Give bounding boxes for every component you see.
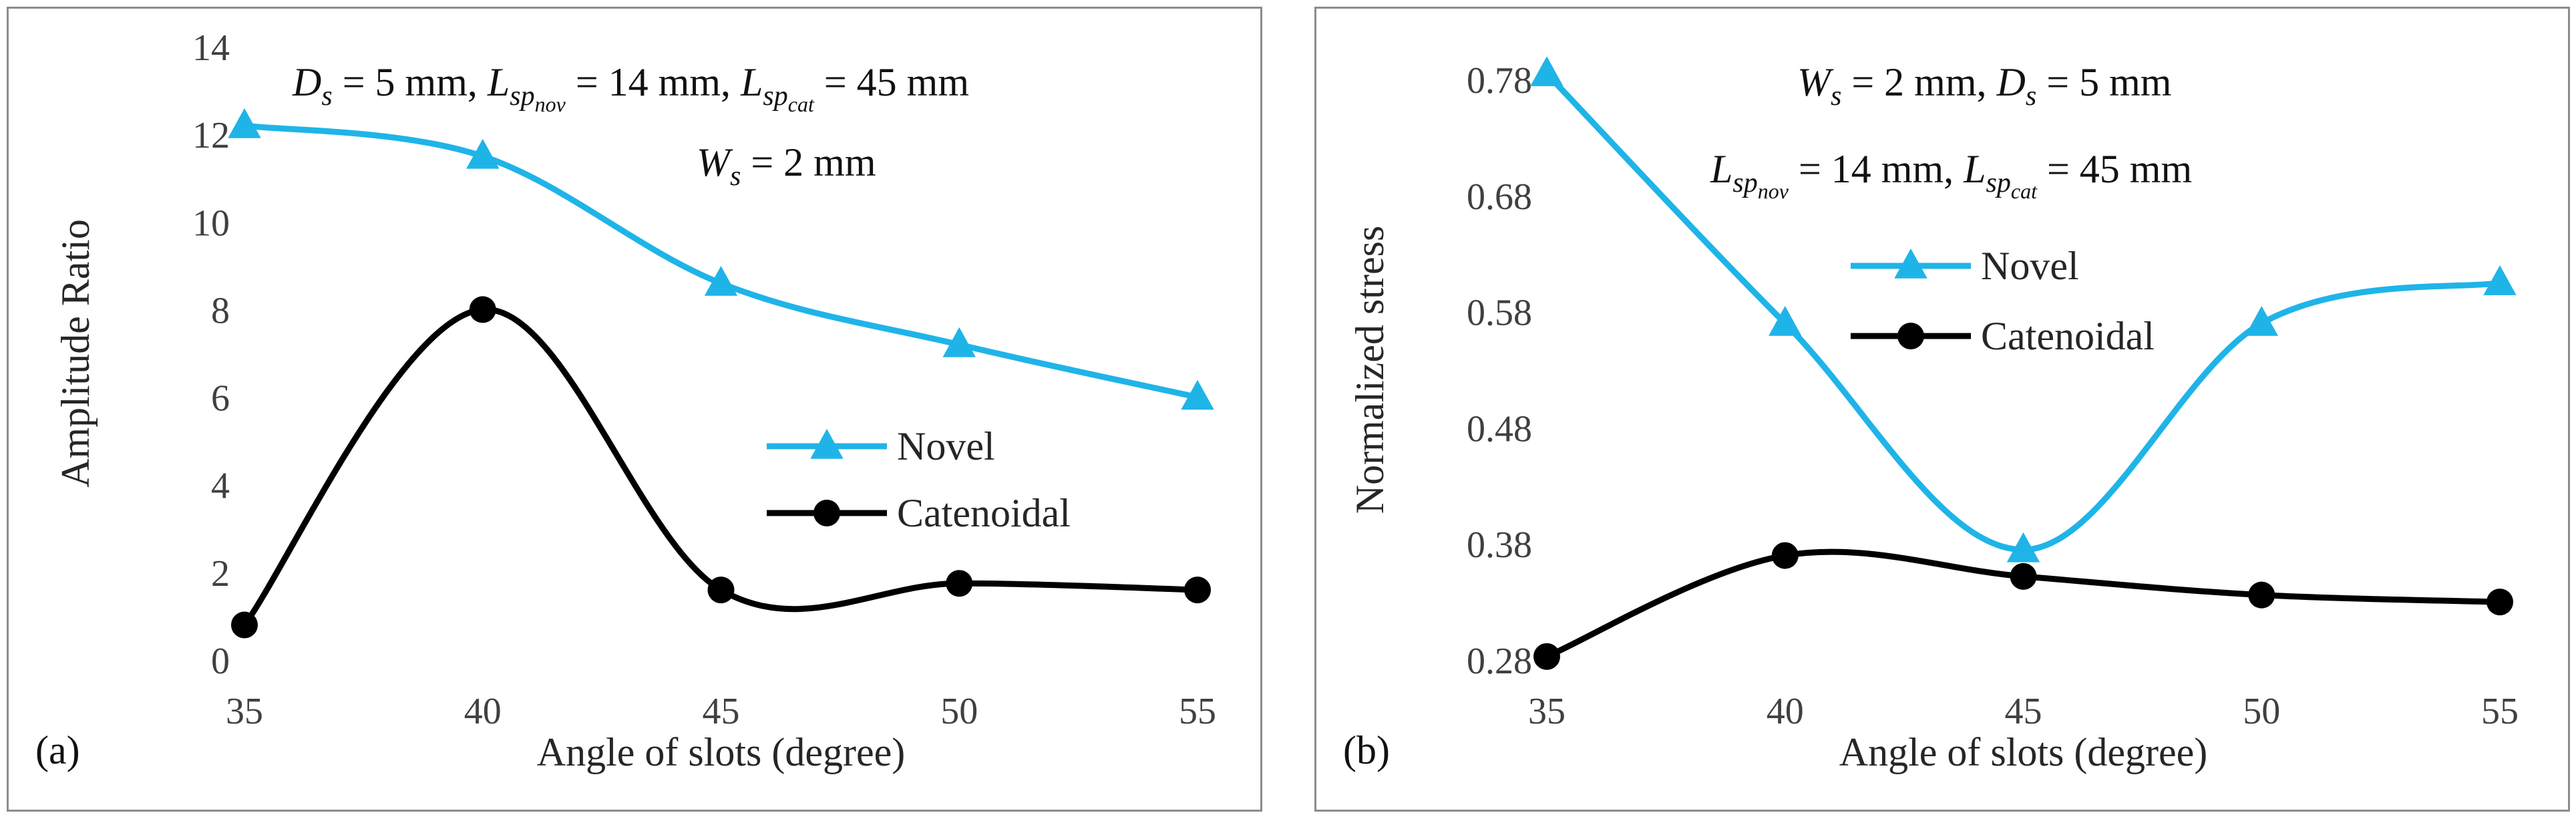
chart-b-series: [1530, 56, 2517, 670]
data-point-novel: [1181, 379, 1214, 410]
data-point-novel: [2245, 305, 2278, 336]
y-tick-label: 0.38: [1467, 524, 1532, 566]
series-line-catenoidal: [241, 306, 1201, 629]
data-point-catenoidal: [2010, 562, 2037, 590]
legend-novel-marker: [810, 429, 844, 459]
chart-panel-a: 0 2 4 6 8 10 12 14 35 40 45 50 55 Novel Catenoidal D…: [7, 7, 1262, 812]
data-point-catenoidal: [2487, 589, 2513, 616]
chart-b-svg: 0.28 0.38 0.48 0.58 0.68 0.78 35 40 45 50 55 Novel…: [1343, 56, 2519, 774]
data-point-novel: [2483, 265, 2517, 295]
y-tick-label: 6: [211, 378, 230, 420]
x-tick-label: 45: [703, 691, 740, 732]
panel-label: (b): [1343, 728, 1390, 772]
annotation-a-line2: Ws = 2 mm: [697, 140, 876, 192]
y-axis-title: Amplitude Ratio: [53, 219, 98, 488]
legend-catenoidal-marker: [813, 500, 840, 526]
y-tick-label: 12: [192, 115, 230, 156]
chart-a-svg: 0 2 4 6 8 10 12 14 35 40 45 50 55 Novel Catenoidal D…: [35, 27, 1216, 774]
chart-a-legend: Novel Catenoidal: [767, 424, 1071, 535]
x-tick-label: 35: [1528, 691, 1566, 732]
data-point-novel: [704, 266, 738, 296]
data-point-novel: [1530, 56, 1563, 87]
x-tick-label: 45: [2005, 691, 2042, 732]
x-tick-label: 55: [1179, 691, 1216, 732]
chart-a-axes: 0 2 4 6 8 10 12 14 35 40 45 50 55: [192, 27, 1216, 732]
data-point-novel: [2006, 532, 2040, 562]
y-tick-label: 14: [192, 27, 230, 69]
y-axis-title: Normalized stress: [1348, 226, 1392, 514]
y-tick-label: 4: [211, 466, 230, 507]
chart-b-legend: Novel Catenoidal: [1851, 244, 2155, 358]
legend-novel-label: Novel: [897, 424, 995, 468]
data-point-novel: [228, 108, 261, 138]
annotation-b-line1: Ws = 2 mm, Ds = 5 mm: [1797, 60, 2171, 112]
chart-panel-b: 0.28 0.38 0.48 0.58 0.68 0.78 35 40 45 50 55 Novel…: [1314, 7, 2570, 812]
data-point-catenoidal: [469, 296, 496, 323]
x-tick-label: 35: [226, 691, 263, 732]
y-tick-label: 0.48: [1467, 408, 1532, 450]
legend-catenoidal-marker: [1897, 323, 1924, 349]
y-tick-label: 2: [211, 553, 230, 595]
annotation-a-line1: Ds = 5 mm, Lspnov = 14 mm, Lspcat = 45 m…: [292, 60, 969, 116]
y-tick-label: 0: [211, 641, 230, 682]
y-tick-label: 0.78: [1467, 60, 1532, 102]
y-tick-label: 0.28: [1467, 641, 1532, 682]
y-tick-label: 8: [211, 290, 230, 331]
x-tick-label: 40: [1767, 691, 1804, 732]
data-point-catenoidal: [2248, 581, 2275, 609]
data-point-novel: [942, 327, 976, 357]
x-tick-label: 40: [464, 691, 502, 732]
y-tick-label: 0.58: [1467, 293, 1532, 334]
x-axis-title: Angle of slots (degree): [537, 730, 905, 774]
legend-novel-label: Novel: [1981, 244, 2079, 288]
chart-a-series: [228, 108, 1214, 639]
data-point-catenoidal: [231, 611, 258, 639]
panel-label: (a): [35, 728, 80, 772]
y-tick-label: 10: [192, 202, 230, 244]
series-line-novel: [1543, 70, 2503, 553]
data-point-catenoidal: [1533, 643, 1560, 670]
y-tick-label: 0.68: [1467, 176, 1532, 218]
x-tick-label: 50: [2243, 691, 2280, 732]
chart-b-axes: 0.28 0.38 0.48 0.58 0.68 0.78 35 40 45 50 55: [1467, 60, 2519, 732]
x-axis-title: Angle of slots (degree): [1839, 730, 2207, 774]
x-tick-label: 50: [940, 691, 978, 732]
data-point-catenoidal: [1184, 577, 1211, 604]
annotation-b-line2: Lspnov = 14 mm, Lspcat = 45 mm: [1710, 147, 2192, 203]
data-point-catenoidal: [946, 570, 973, 597]
data-point-catenoidal: [1771, 542, 1799, 569]
data-point-catenoidal: [707, 577, 735, 604]
data-point-novel: [1769, 305, 1802, 336]
legend-catenoidal-label: Catenoidal: [897, 491, 1071, 535]
legend-novel-marker: [1894, 249, 1927, 279]
legend-catenoidal-label: Catenoidal: [1981, 314, 2155, 358]
data-point-novel: [466, 138, 500, 169]
x-tick-label: 55: [2481, 691, 2519, 732]
